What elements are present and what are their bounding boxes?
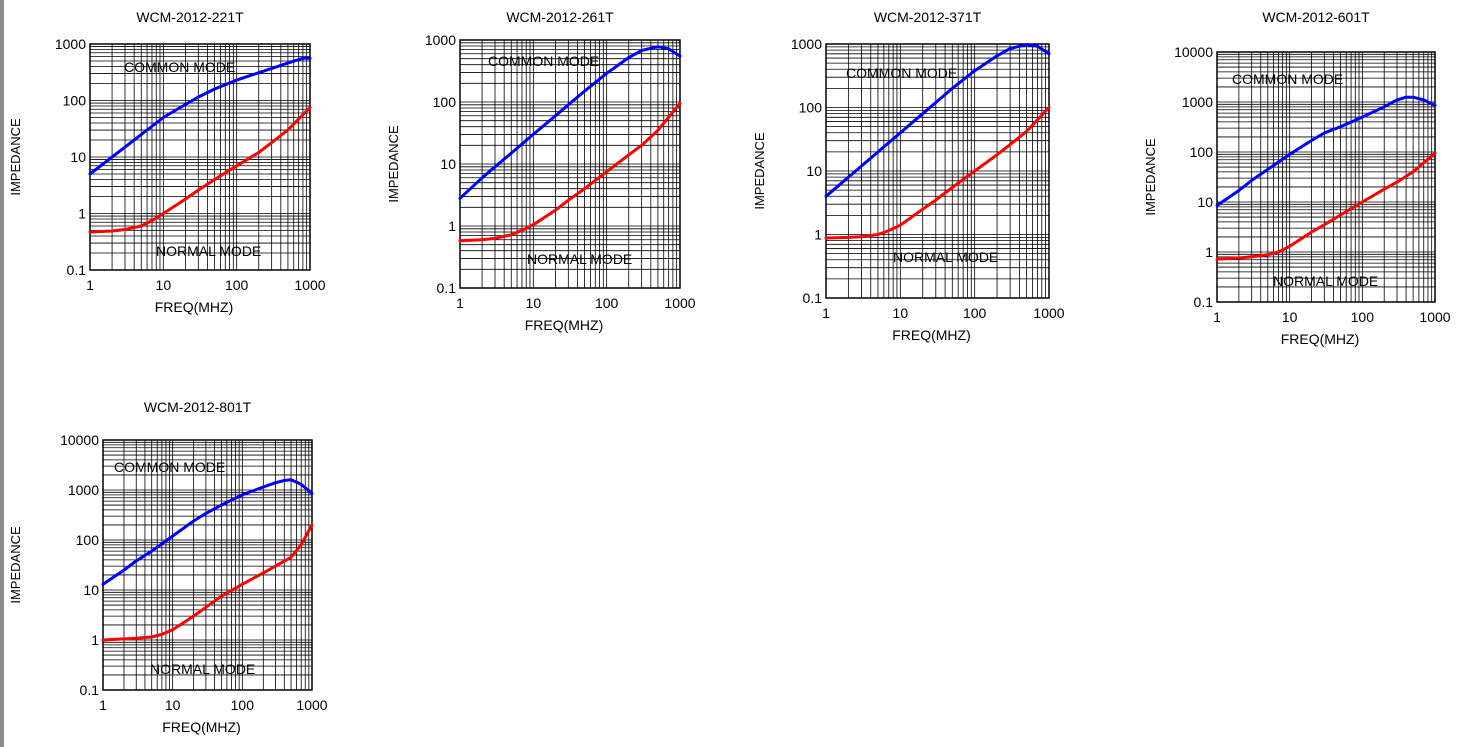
y-tick-label: 1	[78, 206, 86, 222]
y-tick-label: 1	[91, 632, 99, 648]
plot-frame	[459, 39, 681, 289]
y-tick-label: 100	[63, 93, 87, 109]
grid	[89, 44, 310, 271]
x-tick-label: 1000	[1033, 305, 1064, 321]
normal-mode-curve	[101, 523, 314, 642]
common-mode-label: COMMON MODE	[124, 59, 235, 75]
x-tick-label: 1	[86, 277, 94, 293]
y-tick-label: 0.1	[437, 280, 457, 296]
x-tick-label: 100	[231, 697, 255, 713]
x-tick-label: 1000	[296, 697, 327, 713]
y-tick-label: 100	[799, 100, 823, 116]
normal-mode-label: NORMAL MODE	[527, 251, 632, 267]
y-axis-label: IMPEDANCE	[8, 526, 23, 604]
y-tick-label: 1	[814, 227, 822, 243]
normal-mode-label: NORMAL MODE	[1273, 273, 1378, 289]
x-tick-label: 10	[526, 295, 542, 311]
y-tick-label: 100	[1190, 144, 1214, 160]
common-mode-curve	[824, 43, 1051, 198]
x-tick-label: 1000	[1419, 309, 1450, 325]
x-tick-label: 100	[225, 277, 249, 293]
y-tick-label: 100	[76, 532, 100, 548]
plot-frame	[89, 43, 311, 271]
y-tick-label: 10	[806, 163, 822, 179]
normal-mode-label: NORMAL MODE	[893, 249, 998, 265]
y-tick-label: 10	[83, 582, 99, 598]
x-tick-label: 10	[165, 697, 181, 713]
plot-frame	[102, 439, 313, 691]
common-mode-curve	[88, 56, 312, 176]
x-tick-label: 100	[1351, 309, 1375, 325]
common-mode-curve	[458, 45, 682, 200]
grid	[1216, 52, 1435, 303]
y-tick-label: 1000	[55, 36, 86, 52]
common-mode-label: COMMON MODE	[1232, 71, 1343, 87]
x-tick-label: 1000	[664, 295, 695, 311]
x-tick-label: 1	[456, 295, 464, 311]
y-axis-label: IMPEDANCE	[386, 125, 401, 203]
x-axis-label: FREQ(MHZ)	[525, 317, 604, 333]
common-mode-label: COMMON MODE	[114, 459, 225, 475]
x-tick-label: 100	[595, 295, 619, 311]
normal-mode-curve	[458, 101, 682, 243]
y-tick-label: 1	[1205, 244, 1213, 260]
y-tick-label: 0.1	[803, 290, 823, 306]
common-mode-curve	[1215, 95, 1437, 207]
y-axis-label: IMPEDANCE	[8, 118, 23, 196]
x-tick-label: 1	[99, 697, 107, 713]
y-tick-label: 0.1	[67, 262, 87, 278]
y-tick-label: 0.1	[80, 682, 100, 698]
normal-mode-curve	[1215, 151, 1437, 261]
y-tick-label: 1000	[68, 482, 99, 498]
plot-frame	[1216, 51, 1436, 303]
y-tick-label: 10	[1197, 194, 1213, 210]
y-axis-label: IMPEDANCE	[1143, 138, 1158, 216]
common-mode-label: COMMON MODE	[846, 65, 957, 81]
chart-title: WCM-2012-221T	[136, 9, 244, 25]
chart-title: WCM-2012-601T	[1262, 9, 1370, 25]
window-left-border	[0, 0, 4, 747]
grid	[102, 440, 312, 691]
chart-title: WCM-2012-261T	[506, 9, 614, 25]
x-axis-label: FREQ(MHZ)	[1281, 331, 1360, 347]
x-tick-label: 10	[156, 277, 172, 293]
y-tick-label: 1000	[425, 32, 456, 48]
x-tick-label: 10	[1282, 309, 1298, 325]
x-axis-label: FREQ(MHZ)	[892, 327, 971, 343]
y-tick-label: 10000	[60, 432, 99, 448]
y-tick-label: 1000	[791, 36, 822, 52]
x-tick-label: 100	[963, 305, 987, 321]
chart-title: WCM-2012-371T	[874, 9, 982, 25]
x-tick-label: 1	[822, 305, 830, 321]
y-tick-label: 10	[440, 156, 456, 172]
x-tick-label: 1	[1213, 309, 1221, 325]
normal-mode-label: NORMAL MODE	[156, 243, 261, 259]
plot-frame	[825, 43, 1050, 299]
y-tick-label: 1000	[1182, 94, 1213, 110]
chart-title: WCM-2012-801T	[144, 399, 252, 415]
x-axis-label: FREQ(MHZ)	[162, 719, 241, 735]
y-tick-label: 10	[70, 149, 86, 165]
normal-mode-curve	[88, 106, 312, 234]
normal-mode-label: NORMAL MODE	[150, 661, 255, 677]
common-mode-label: COMMON MODE	[488, 53, 599, 69]
common-mode-curve	[101, 478, 314, 586]
y-tick-label: 0.1	[1194, 294, 1214, 310]
x-axis-label: FREQ(MHZ)	[155, 299, 234, 315]
y-tick-label: 1	[448, 218, 456, 234]
y-tick-label: 10000	[1174, 44, 1213, 60]
x-tick-label: 1000	[294, 277, 325, 293]
x-tick-label: 10	[893, 305, 909, 321]
y-axis-label: IMPEDANCE	[752, 132, 767, 210]
normal-mode-curve	[824, 106, 1051, 240]
y-tick-label: 100	[433, 94, 457, 110]
grid	[825, 44, 1049, 299]
